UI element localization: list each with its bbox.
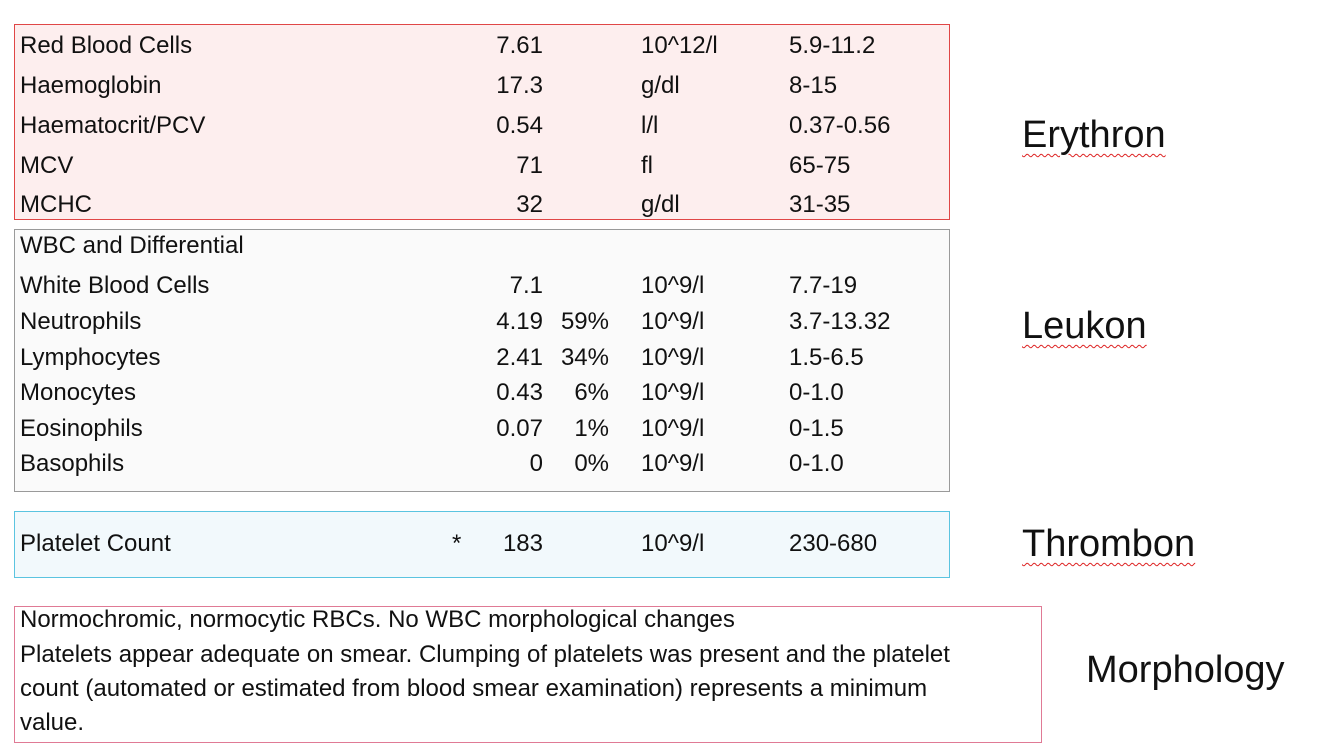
row-name: MCV	[20, 152, 74, 179]
morphology-text: Platelets appear adequate on smear. Clum…	[20, 641, 950, 668]
morphology-panel	[14, 606, 1042, 743]
row-unit: fl	[641, 152, 653, 179]
row-name: Lymphocytes	[20, 344, 161, 371]
row-value: 17.3	[496, 72, 543, 99]
row-name: Platelet Count	[20, 530, 171, 557]
row-range: 3.7-13.32	[789, 308, 891, 335]
row-range: 0-1.0	[789, 450, 844, 477]
row-range: 0-1.5	[789, 415, 844, 442]
row-value: 0.07	[496, 415, 543, 442]
row-range: 1.5-6.5	[789, 344, 864, 371]
row-name: Red Blood Cells	[20, 32, 193, 59]
row-value: 7.1	[509, 272, 543, 299]
erythron-panel	[14, 24, 950, 220]
row-name: Haematocrit/PCV	[20, 112, 206, 139]
thrombon-panel	[14, 511, 950, 578]
row-unit: 10^9/l	[641, 415, 705, 442]
row-name: White Blood Cells	[20, 272, 210, 299]
morphology-text: count (automated or estimated from blood…	[20, 675, 928, 702]
row-range: 65-75	[789, 152, 851, 179]
row-percent: 1%	[574, 415, 609, 442]
row-percent: 6%	[574, 379, 609, 406]
row-range: 7.7-19	[789, 272, 858, 299]
row-value: 7.61	[496, 32, 543, 59]
row-range: 8-15	[789, 72, 838, 99]
morphology-text: value.	[20, 709, 85, 736]
section-label: Thrombon	[1022, 523, 1196, 565]
row-unit: 10^9/l	[641, 344, 705, 371]
row-name: Eosinophils	[20, 415, 143, 442]
row-unit: l/l	[641, 112, 659, 139]
row-unit: 10^12/l	[641, 32, 718, 59]
row-unit: g/dl	[641, 72, 680, 99]
section-label: Morphology	[1086, 649, 1285, 691]
row-range: 0.37-0.56	[789, 112, 891, 139]
row-unit: 10^9/l	[641, 450, 705, 477]
table-header: WBC and Differential	[20, 232, 244, 259]
row-percent: 59%	[560, 308, 609, 335]
row-unit: 10^9/l	[641, 308, 705, 335]
row-unit: g/dl	[641, 191, 680, 218]
row-range: 5.9-11.2	[789, 32, 876, 59]
row-name: Neutrophils	[20, 308, 142, 335]
row-value: 32	[516, 191, 543, 218]
row-percent: 34%	[560, 344, 609, 371]
row-value: 0.54	[496, 112, 543, 139]
section-label: Erythron	[1022, 114, 1166, 156]
row-value: 183	[502, 530, 543, 557]
row-value: 0	[529, 450, 543, 477]
morphology-text: Normochromic, normocytic RBCs. No WBC mo…	[20, 606, 735, 633]
row-name: Haemoglobin	[20, 72, 162, 99]
row-name: Basophils	[20, 450, 125, 477]
row-value: 2.41	[496, 344, 543, 371]
row-unit: 10^9/l	[641, 530, 705, 557]
row-range: 230-680	[789, 530, 878, 557]
row-range: 31-35	[789, 191, 851, 218]
row-name: Monocytes	[20, 379, 137, 406]
row-flag: *	[452, 530, 462, 557]
row-range: 0-1.0	[789, 379, 844, 406]
row-value: 0.43	[496, 379, 543, 406]
section-label: Leukon	[1022, 305, 1147, 347]
row-unit: 10^9/l	[641, 379, 705, 406]
row-value: 71	[516, 152, 543, 179]
row-percent: 0%	[574, 450, 609, 477]
row-unit: 10^9/l	[641, 272, 705, 299]
row-name: MCHC	[20, 191, 92, 218]
row-value: 4.19	[496, 308, 543, 335]
leukon-panel	[14, 229, 950, 492]
